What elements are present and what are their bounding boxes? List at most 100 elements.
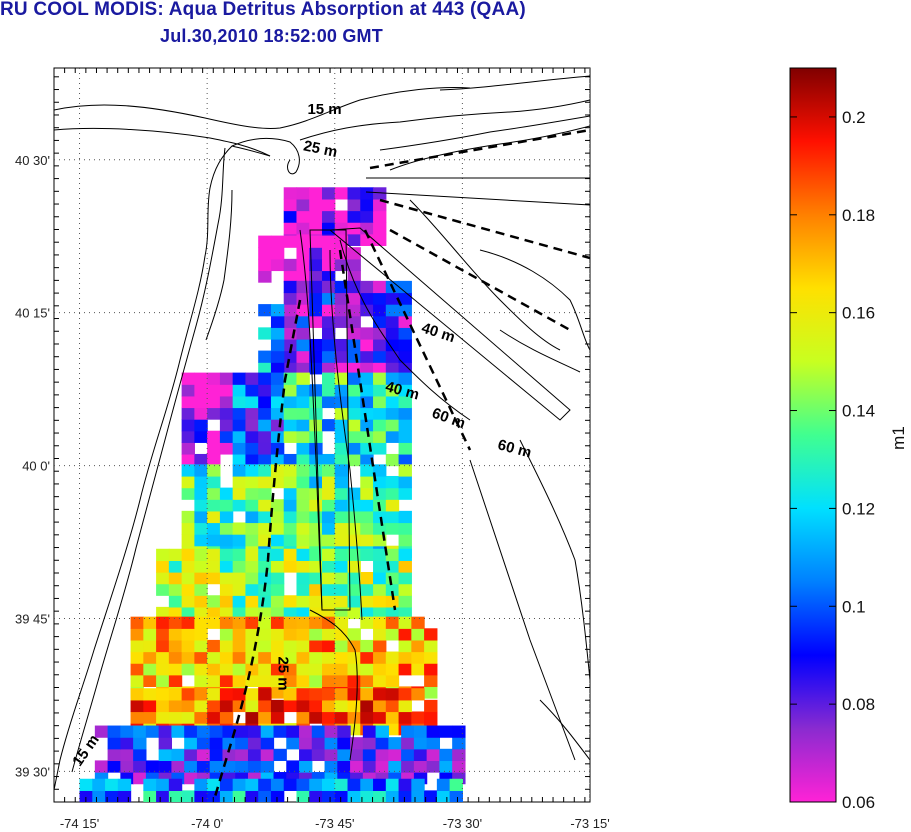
pixel-cell: [194, 395, 208, 409]
pixel-cell: [398, 338, 412, 352]
pixel-cell: [309, 699, 323, 713]
pixel-cell: [209, 760, 224, 773]
pixel-cell: [181, 606, 195, 620]
pixel-cell: [196, 737, 211, 750]
pixel-cell: [219, 407, 234, 420]
pixel-cell: [232, 453, 247, 467]
pixel-cell: [322, 487, 336, 500]
pixel-cell: [219, 595, 234, 608]
pixel-cell: [398, 639, 412, 653]
pixel-cell: [219, 395, 234, 409]
pixel-cell: [398, 711, 412, 724]
pixel-cell: [439, 760, 453, 773]
pixel-cell: [156, 560, 170, 573]
colorbar-ticks: 0.2 0.18 0.16 0.14 0.12 0.1 0.08 0.06: [790, 108, 875, 812]
pixel-cell: [360, 464, 374, 477]
pixel-cell: [322, 548, 336, 561]
pixel-cell: [360, 198, 374, 212]
pixel-cell: [219, 510, 234, 524]
pixel-cell: [322, 522, 336, 535]
pixel-cell: [360, 583, 374, 596]
pixel-cell: [347, 384, 361, 397]
pixel-cell: [168, 628, 183, 641]
pixel-cell: [401, 760, 415, 773]
pixel-cell: [347, 699, 361, 713]
pixel-cell: [270, 327, 285, 340]
pixel-cell: [296, 616, 310, 629]
pixel-cell: [181, 372, 195, 385]
pixel-cell: [350, 748, 364, 762]
pixel-cell: [232, 442, 247, 455]
pixel-cell: [222, 737, 236, 750]
pixel-cell: [270, 790, 285, 802]
pixel-cell: [196, 725, 211, 738]
coastline: [54, 75, 590, 791]
pixel-cell: [283, 235, 298, 248]
pixel-cell: [283, 487, 298, 500]
pixel-cell: [322, 372, 336, 385]
pixel-cell: [245, 711, 259, 724]
pixel-cell: [347, 442, 361, 455]
pixel-cell: [334, 674, 349, 687]
pixel-cell: [219, 572, 234, 585]
pixel-cell: [194, 663, 208, 676]
pixel-cell: [360, 616, 374, 629]
pixel-cell: [245, 384, 259, 397]
pixel-cell: [398, 304, 412, 317]
pixel-cell: [334, 304, 349, 317]
pixel-cell: [373, 384, 387, 397]
pixel-cell: [334, 499, 349, 512]
pixel-cell: [385, 499, 400, 512]
pixel-cell: [373, 595, 387, 608]
pixel-cell: [347, 688, 361, 701]
pixel-cell: [133, 725, 147, 738]
pixel-cell: [398, 560, 412, 573]
pixel-cell: [168, 790, 183, 802]
pixel-cell: [283, 187, 298, 200]
pixel-cell: [322, 187, 336, 200]
pixel-cell: [385, 548, 400, 561]
pixel-cell: [156, 711, 170, 724]
pixel-cell: [373, 688, 387, 701]
pixel-cell: [385, 338, 400, 352]
pixel-cell: [385, 384, 400, 397]
pixel-cell: [283, 651, 298, 664]
pixel-cell: [296, 338, 310, 352]
colorbar-tick-label: 0.12: [842, 499, 875, 518]
pixel-cell: [398, 534, 412, 547]
pixel-cell: [181, 688, 195, 701]
pixel-cell: [347, 292, 361, 305]
pixel-cell: [120, 725, 134, 738]
pixel-cell: [296, 187, 310, 200]
pixel-cell: [283, 350, 298, 363]
pixel-cell: [398, 663, 412, 676]
pixel-cell: [181, 548, 195, 561]
pixel-cell: [373, 419, 387, 432]
pixel-cell: [347, 487, 361, 500]
pixel-cell: [373, 699, 387, 713]
pixel-cell: [194, 639, 208, 653]
pixel-cell: [258, 688, 272, 701]
pixel-cell: [309, 663, 323, 676]
pixel-cell: [309, 778, 323, 791]
pixel-cell: [232, 372, 247, 385]
pixel-cell: [181, 711, 195, 724]
pixel-cell: [398, 430, 412, 443]
pixel-cell: [258, 651, 272, 664]
pixel-cell: [258, 258, 272, 272]
pixel-cell: [350, 737, 364, 750]
pixel-cell: [120, 737, 134, 750]
pixel-cell: [373, 510, 387, 524]
pixel-cell: [350, 760, 364, 773]
pixel-cell: [385, 362, 400, 375]
pixel-cell: [270, 548, 285, 561]
pixel-cell: [296, 572, 310, 585]
pixel-cell: [360, 210, 374, 223]
pixel-cell: [260, 737, 275, 750]
pixel-cell: [398, 464, 412, 477]
pixel-cell: [270, 304, 285, 317]
pixel-cell: [270, 628, 285, 641]
pixel-cell: [322, 247, 336, 260]
pixel-cell: [181, 430, 195, 443]
pixel-cell: [143, 790, 157, 802]
